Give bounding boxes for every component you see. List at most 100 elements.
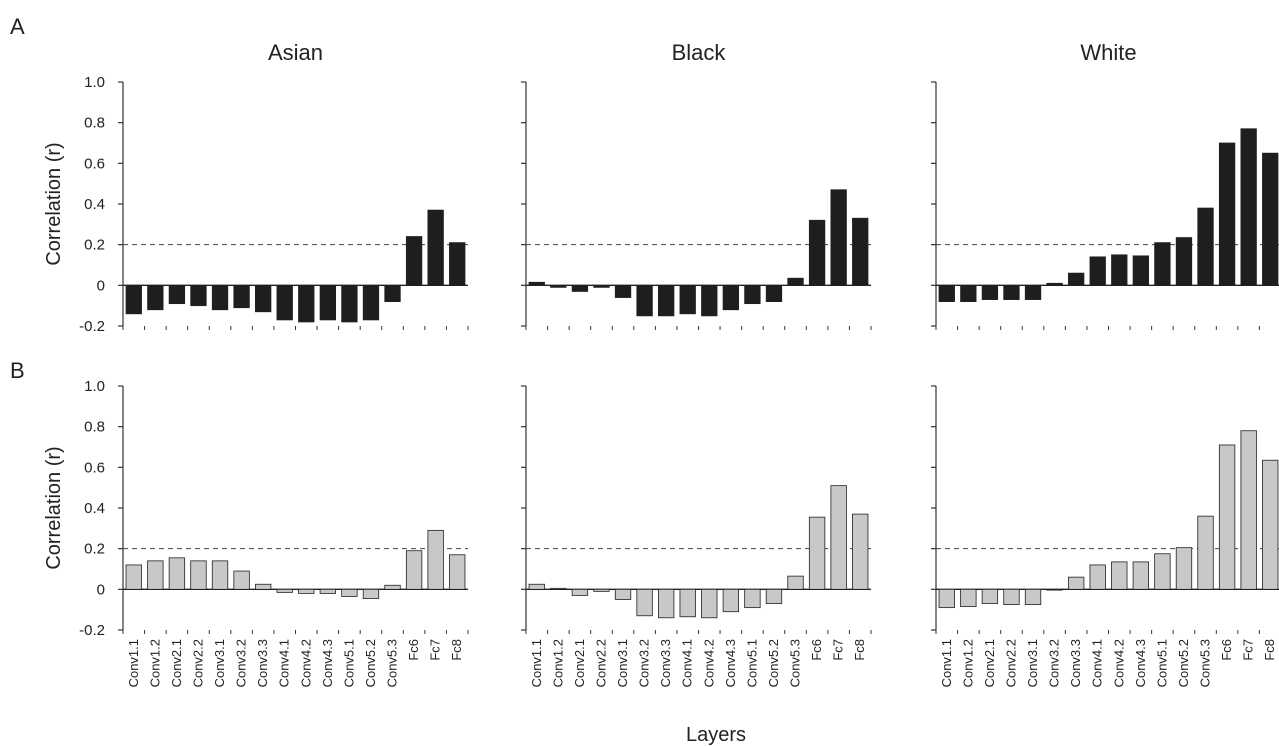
- y-tick-label: 0.6: [84, 155, 105, 172]
- bar-fc7: [427, 529, 444, 590]
- bar-fc6: [808, 516, 826, 590]
- bar-conv1-2: [960, 284, 977, 303]
- x-tick-label: Fc7: [1241, 639, 1256, 661]
- bar-conv4-3: [1132, 255, 1150, 286]
- bar-conv5-3: [1197, 515, 1214, 590]
- bar-conv3-1: [614, 284, 632, 298]
- x-tick-label: Fc7: [428, 639, 443, 661]
- x-tick-label: Conv1.2: [147, 639, 162, 687]
- bar-fc6: [405, 236, 423, 286]
- bar-fc7: [1240, 430, 1257, 590]
- bar-conv2-2: [593, 588, 610, 592]
- x-tick-label: Conv5.3: [788, 639, 803, 687]
- x-tick-label: Conv5.1: [1154, 639, 1169, 687]
- bar-fc6: [405, 550, 423, 590]
- bar-conv4-1: [679, 284, 696, 315]
- y-tick-label: 1.0: [84, 378, 105, 395]
- x-tick-label: Conv4.2: [1111, 639, 1126, 687]
- bar-conv1-2: [147, 560, 164, 590]
- bar-conv1-1: [528, 281, 545, 286]
- bar-conv5-2: [765, 284, 783, 303]
- y-tick-label: 0.2: [84, 541, 105, 558]
- bar-conv3-3: [1067, 576, 1085, 590]
- bar-conv2-1: [168, 557, 186, 590]
- bar-fc8: [1262, 459, 1279, 590]
- bar-conv5-1: [744, 284, 761, 305]
- x-tick-label: Conv4.3: [723, 639, 738, 687]
- bar-conv2-2: [190, 560, 207, 590]
- bar-fc6: [1218, 142, 1236, 286]
- y-tick-label: 0: [97, 277, 105, 294]
- chart-b-3: Conv1.1 Conv1.2 Conv2.1 Conv2.2 Conv3.1 Conv3…: [931, 385, 1279, 687]
- bar-conv1-1: [125, 284, 142, 315]
- bar-conv2-1: [981, 284, 999, 300]
- bar-conv5-3: [384, 584, 401, 590]
- panel-letter-a: A: [10, 14, 25, 39]
- y-tick-label: 0: [97, 581, 105, 598]
- x-tick-label: Conv3.1: [1025, 639, 1040, 687]
- x-tick-label: Conv4.1: [1090, 639, 1105, 687]
- bar-conv1-2: [550, 284, 567, 288]
- bar-conv2-1: [571, 588, 589, 596]
- y-tick-label: 0.4: [84, 500, 105, 517]
- bar-conv4-3: [722, 284, 740, 311]
- bar-fc6: [808, 219, 826, 286]
- x-tick-label: Conv4.3: [1133, 639, 1148, 687]
- bar-fc8: [852, 217, 869, 286]
- bar-conv4-2: [1111, 561, 1128, 590]
- x-tick-label: Conv3.2: [637, 639, 652, 687]
- x-axis-title: Layers: [686, 724, 746, 746]
- bar-conv4-2: [298, 588, 315, 594]
- x-tick-label: Conv5.2: [766, 639, 781, 687]
- x-tick-label: Conv3.2: [1047, 639, 1062, 687]
- bar-conv3-1: [211, 284, 229, 311]
- x-tick-label: Conv1.1: [126, 639, 141, 687]
- bar-conv2-1: [168, 284, 186, 305]
- chart-a-1: Asian -0.2 0 0.2 0.4 0.6 0.8 1.0 Correlation (r): [43, 40, 469, 335]
- bar-conv3-3: [254, 284, 272, 313]
- chart-b-1: -0.2 0 0.2 0.4 0.6 0.8 1.0 Correlation (r) Conv1…: [43, 378, 469, 687]
- bar-conv5-1: [341, 284, 358, 323]
- bar-conv5-3: [384, 284, 401, 303]
- x-tick-label: Conv3.3: [658, 639, 673, 687]
- x-tick-label: Conv1.1: [529, 639, 544, 687]
- bar-conv3-2: [1046, 282, 1063, 286]
- chart-a-3: White: [931, 40, 1279, 330]
- chart-title: Asian: [268, 40, 323, 65]
- bar-conv3-3: [254, 583, 272, 590]
- bar-conv4-2: [701, 284, 718, 317]
- bar-fc8: [449, 242, 466, 286]
- x-tick-label: Fc6: [809, 639, 824, 661]
- x-tick-label: Conv5.3: [385, 639, 400, 687]
- x-tick-label: Conv4.2: [298, 639, 313, 687]
- bar-conv5-2: [765, 588, 783, 604]
- x-tick-label: Conv2.2: [593, 639, 608, 687]
- x-tick-label: Fc8: [1262, 639, 1277, 661]
- bar-fc8: [1262, 152, 1279, 286]
- y-tick-label: 0.4: [84, 196, 105, 213]
- bar-conv3-2: [1046, 588, 1063, 591]
- y-axis-title: Correlation (r): [43, 446, 65, 569]
- x-tick-label: Conv2.1: [169, 639, 184, 687]
- x-tick-label: Fc6: [1219, 639, 1234, 661]
- x-tick-label: Conv3.1: [615, 639, 630, 687]
- bar-fc7: [830, 189, 847, 286]
- bar-conv4-1: [276, 588, 293, 593]
- bar-conv2-2: [1003, 588, 1020, 605]
- x-tick-label: Fc8: [449, 639, 464, 661]
- x-tick-label: Conv4.1: [277, 639, 292, 687]
- bar-conv5-1: [1154, 242, 1171, 286]
- bar-conv4-3: [319, 284, 337, 321]
- bar-conv4-2: [298, 284, 315, 323]
- bar-conv3-3: [657, 284, 675, 317]
- bar-conv4-1: [1089, 564, 1106, 590]
- x-tick-label: Conv3.1: [212, 639, 227, 687]
- x-tick-label: Conv5.1: [341, 639, 356, 687]
- bar-conv3-1: [1024, 588, 1042, 605]
- bar-conv3-3: [657, 588, 675, 619]
- panel-letter-b: B: [10, 358, 25, 383]
- bar-conv1-2: [550, 587, 567, 590]
- bar-conv2-2: [190, 284, 207, 307]
- bar-fc6: [1218, 444, 1236, 590]
- x-tick-label: Conv4.1: [680, 639, 695, 687]
